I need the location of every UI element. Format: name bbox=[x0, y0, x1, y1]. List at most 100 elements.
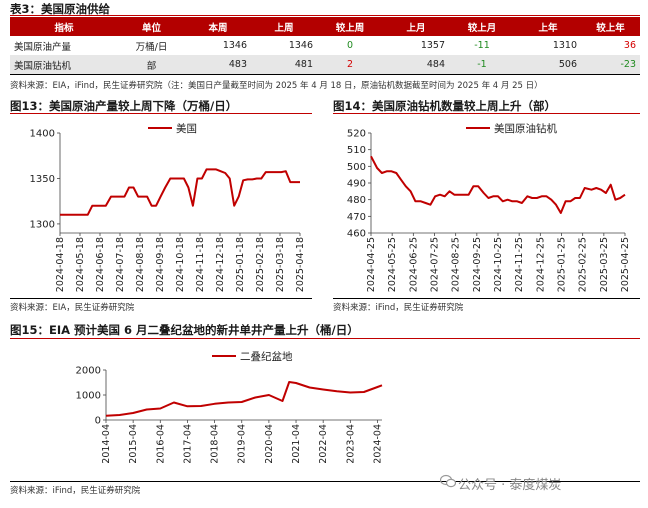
x-tick-label: 2018-04 bbox=[210, 424, 221, 464]
x-tick-label: 2024-07-25 bbox=[430, 237, 441, 292]
row-wow: 0 bbox=[346, 40, 354, 51]
table-header-row: 指标 单位 本周 上周 较上周 上月 较上月 上年 较上年 bbox=[10, 17, 640, 36]
x-tick-label: 2023-04 bbox=[345, 424, 356, 464]
fig14-source: 资料来源：iFind，民生证券研究院 bbox=[333, 303, 464, 313]
y-tick-label: 1400 bbox=[30, 129, 55, 140]
x-tick-label: 2022-04 bbox=[318, 424, 329, 464]
x-tick-label: 2024-10-18 bbox=[175, 237, 186, 292]
x-tick-label: 2024-11-25 bbox=[514, 237, 525, 292]
row-yoy: -23 bbox=[581, 55, 640, 74]
x-tick-label: 2024-04 bbox=[372, 424, 383, 464]
x-tick-label: 2024-12-25 bbox=[535, 237, 546, 292]
y-tick-label: 490 bbox=[347, 179, 366, 190]
title-rule bbox=[10, 15, 640, 16]
fig15-source: 资料来源：iFind，民生证券研究院 bbox=[10, 486, 141, 496]
x-tick-label: 2024-06-25 bbox=[408, 237, 419, 292]
header-mom: 较上月 bbox=[449, 17, 515, 36]
y-tick-label: 2000 bbox=[76, 366, 101, 377]
row-last-week: 1346 bbox=[288, 40, 313, 51]
x-tick-label: 2016-04 bbox=[155, 424, 166, 464]
x-tick-label: 2025-02-18 bbox=[255, 237, 266, 292]
x-tick-label: 2020-04 bbox=[264, 424, 275, 464]
y-tick-label: 520 bbox=[347, 129, 366, 140]
x-tick-label: 2024-08-18 bbox=[135, 237, 146, 292]
x-tick-label: 2017-04 bbox=[182, 424, 193, 464]
y-tick-label: 1000 bbox=[76, 391, 101, 402]
x-tick-label: 2024-09-18 bbox=[155, 237, 166, 292]
table-row: 美国原油产量 万桶/日 1346 1346 0 1357 -11 1310 36 bbox=[10, 36, 640, 55]
x-tick-label: 2024-06-18 bbox=[95, 237, 106, 292]
fig13-bottom-rule bbox=[10, 298, 312, 299]
header-unit: 单位 bbox=[118, 17, 185, 36]
x-tick-label: 2025-01-18 bbox=[235, 237, 246, 292]
x-tick-label: 2025-03-25 bbox=[599, 237, 610, 292]
x-tick-label: 2025-02-25 bbox=[578, 237, 589, 292]
fig15-permian-chart: 0 1000 2000 2014-04 2015-04 2016-04 2017-04 201… bbox=[76, 350, 384, 464]
x-tick-label: 2024-04-25 bbox=[366, 237, 377, 292]
y-tick-label: 470 bbox=[347, 212, 366, 223]
row-this-week: 1346 bbox=[222, 40, 247, 51]
x-tick-label: 2024-09-25 bbox=[472, 237, 483, 292]
series-line bbox=[105, 381, 383, 417]
x-tick-label: 2024-10-25 bbox=[493, 237, 504, 292]
x-tick-label: 2025-04-25 bbox=[620, 237, 631, 292]
fig15-title: 图15：EIA 预计美国 6 月二叠纪盆地的新井单井产量上升（桶/日） bbox=[10, 323, 359, 337]
fig13-production-chart: 1300 1350 1400 2024-04-18 2024-05-18 2024-06-… bbox=[30, 122, 306, 292]
x-tick-label: 2024-12-18 bbox=[215, 237, 226, 292]
y-tick-label: 1300 bbox=[30, 219, 55, 230]
fig14-title-rule bbox=[333, 113, 640, 114]
y-tick-label: 480 bbox=[347, 195, 366, 206]
row-yoy: 36 bbox=[623, 40, 636, 51]
row-last-month: 484 bbox=[383, 55, 449, 74]
table3-title: 表3：美国原油供给 bbox=[10, 2, 111, 16]
y-tick-label: 460 bbox=[347, 229, 366, 240]
fig15-title-rule bbox=[10, 338, 640, 339]
y-tick-label: 1350 bbox=[30, 174, 55, 185]
fig14-title: 图14：美国原油钻机数量较上周上升（部） bbox=[333, 99, 557, 113]
wechat-icon bbox=[440, 474, 456, 488]
header-yoy: 较上年 bbox=[581, 17, 640, 36]
row-name: 美国原油钻机 bbox=[10, 55, 118, 74]
legend-label: 美国原油钻机 bbox=[494, 122, 557, 135]
fig13-title-rule bbox=[10, 113, 312, 114]
fig14-rig-chart: 460 470 480 490 500 510 520 2024-04-25 2024-05-2… bbox=[347, 122, 631, 292]
table3-source: 资料来源：EIA，iFind，民生证券研究院（注：美国日产量截至时间为 2025… bbox=[10, 81, 543, 91]
x-tick-label: 2025-01-25 bbox=[557, 237, 568, 292]
row-last-year: 506 bbox=[515, 55, 581, 74]
x-tick-label: 2024-08-25 bbox=[451, 237, 462, 292]
fig13-source: 资料来源：EIA，民生证券研究院 bbox=[10, 303, 135, 313]
legend-label: 美国 bbox=[176, 122, 197, 135]
table-row: 美国原油钻机 部 483 481 2 484 -1 506 -23 bbox=[10, 55, 640, 74]
header-indicator: 指标 bbox=[10, 17, 118, 36]
x-tick-label: 2024-05-25 bbox=[387, 237, 398, 292]
table-bottom-rule bbox=[10, 74, 640, 75]
fig13-title: 图13：美国原油产量较上周下降（万桶/日） bbox=[10, 99, 238, 113]
y-tick-label: 510 bbox=[347, 145, 366, 156]
row-last-year: 1310 bbox=[552, 40, 577, 51]
row-wow: 2 bbox=[317, 55, 383, 74]
series-line bbox=[60, 168, 300, 216]
row-unit: 万桶/日 bbox=[135, 41, 168, 53]
supply-table: 指标 单位 本周 上周 较上周 上月 较上月 上年 较上年 美国原油产量 万桶/… bbox=[10, 17, 640, 74]
x-tick-label: 2015-04 bbox=[128, 424, 139, 464]
y-tick-label: 500 bbox=[347, 162, 366, 173]
x-tick-label: 2025-04-18 bbox=[295, 237, 306, 292]
x-tick-label: 2024-11-18 bbox=[195, 237, 206, 292]
row-last-month: 1357 bbox=[420, 40, 445, 51]
header-wow: 较上周 bbox=[317, 17, 383, 36]
header-last-month: 上月 bbox=[383, 17, 449, 36]
row-name: 美国原油产量 bbox=[14, 41, 72, 53]
row-mom: -11 bbox=[474, 40, 490, 51]
x-tick-label: 2024-05-18 bbox=[75, 237, 86, 292]
header-this-week: 本周 bbox=[185, 17, 251, 36]
x-tick-label: 2014-04 bbox=[101, 424, 112, 464]
x-tick-label: 2024-07-18 bbox=[115, 237, 126, 292]
header-last-week: 上周 bbox=[251, 17, 317, 36]
row-this-week: 483 bbox=[185, 55, 251, 74]
row-mom: -1 bbox=[449, 55, 515, 74]
row-unit: 部 bbox=[118, 55, 185, 74]
fig14-bottom-rule bbox=[333, 298, 640, 299]
x-tick-label: 2025-03-18 bbox=[275, 237, 286, 292]
y-tick-label: 0 bbox=[95, 416, 101, 427]
watermark-label: 公众号 · 泰度煤炭 bbox=[458, 478, 562, 493]
